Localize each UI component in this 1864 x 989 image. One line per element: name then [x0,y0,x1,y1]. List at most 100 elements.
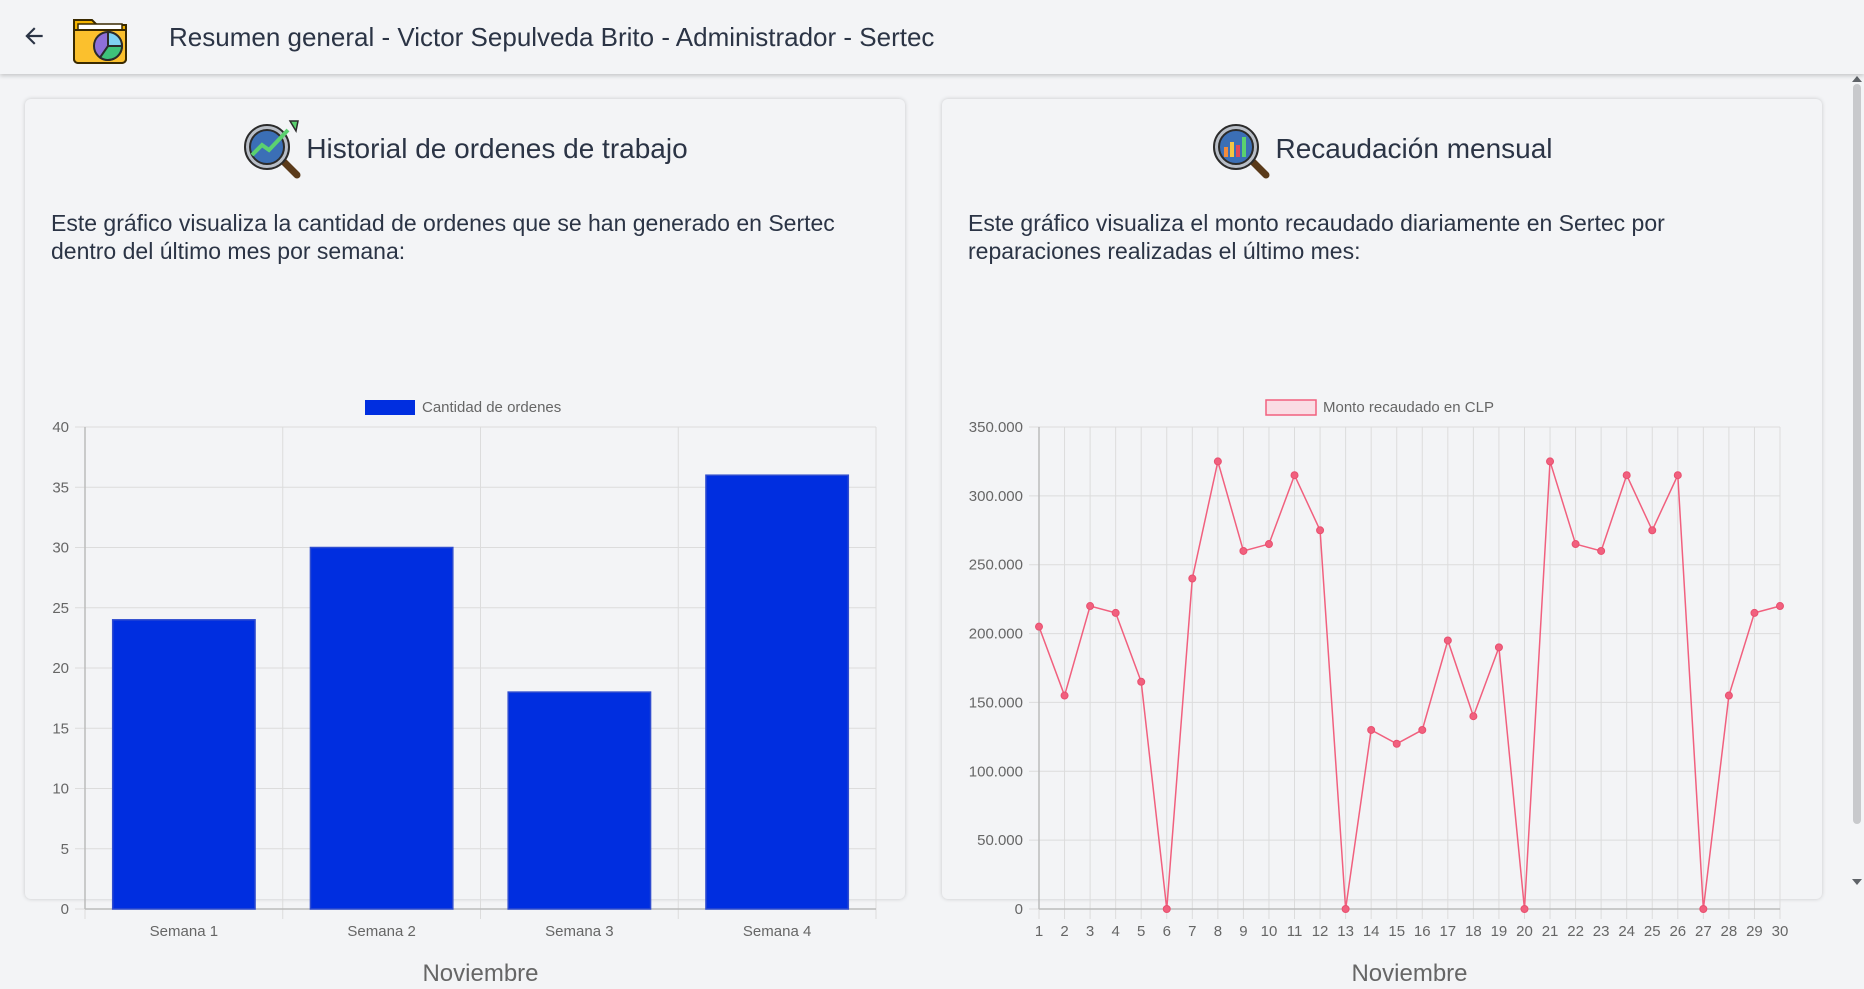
x-tick-label: 14 [1363,923,1380,940]
y-tick-label: 10 [52,781,69,798]
data-point [1469,712,1478,721]
y-tick-label: 50.000 [977,832,1023,849]
x-tick-label: 17 [1439,923,1456,940]
data-point [1239,546,1248,555]
orders-bar-chart: Cantidad de ordenes 0 5 10 15 20 25 30 35 40 Seman… [52,399,877,987]
x-tick-label: 16 [1414,923,1431,940]
monthly-revenue-card: Recaudación mensual Este gráfico visuali… [942,99,1822,987]
y-tick-label: 0 [61,901,69,918]
scrollbar-thumb[interactable] [1853,84,1861,824]
x-tick-label: 10 [1261,923,1278,940]
data-point [1673,471,1682,480]
legend-label: Cantidad de ordenes [422,399,561,416]
x-tick-label: Semana 1 [150,923,218,940]
card-title: Recaudación mensual [1275,133,1553,164]
folder-pie-chart-icon [73,19,127,64]
x-tick-label: 3 [1086,923,1094,940]
x-tick-label: Semana 4 [743,923,811,940]
x-tick-label: 1 [1035,923,1043,940]
page-title: Resumen general - Victor Sepulveda Brito… [169,22,935,52]
bar [507,691,652,910]
orders-history-card: Historial de ordenes de trabajo Este grá… [25,99,905,987]
x-tick-label: 21 [1542,923,1559,940]
y-tick-label: 5 [61,841,69,858]
card-title: Historial de ordenes de trabajo [306,133,688,164]
magnifier-trend-icon [244,120,301,179]
card-header: Historial de ordenes de trabajo [25,117,905,181]
legend-label: Monto recaudado en CLP [1323,399,1494,416]
x-tick-label: 8 [1214,923,1222,940]
data-point [1060,691,1069,700]
card-description: Este gráfico visualiza la cantidad de or… [51,210,835,264]
top-app-bar: Resumen general - Victor Sepulveda Brito… [0,0,1864,74]
bar [111,619,256,910]
data-point [1418,725,1427,734]
y-tick-label: 0 [1015,901,1023,918]
data-point [1520,905,1529,913]
data-point [1316,526,1325,535]
x-tick-label: 30 [1772,923,1789,940]
data-point [1137,677,1146,686]
x-tick-label: 24 [1618,923,1635,940]
data-point [1597,546,1606,555]
x-axis-title: Noviembre [422,960,538,987]
y-tick-label: 35 [52,479,69,496]
y-tick-label: 150.000 [969,694,1023,711]
series-line [1038,461,1781,910]
data-point [1341,905,1350,913]
data-point [1111,608,1120,617]
x-tick-label: 27 [1695,923,1712,940]
bar [705,474,850,910]
x-tick-label: 6 [1163,923,1171,940]
data-point [1571,540,1580,549]
x-tick-label: 7 [1188,923,1196,940]
data-point [1776,602,1784,611]
x-tick-label: 20 [1516,923,1533,940]
x-tick-label: 13 [1337,923,1354,940]
revenue-line-chart: Monto recaudado en CLP 0 50.000 100.000 150.… [969,399,1789,987]
card-header: Recaudación mensual [942,117,1822,181]
magnifier-bars-icon [1213,124,1270,179]
x-tick-label: Semana 2 [347,923,415,940]
y-tick-label: 200.000 [969,626,1023,643]
arrow-left-icon [25,27,43,45]
scroll-up-arrow-icon[interactable] [1852,76,1862,82]
data-point [1213,457,1222,466]
data-point [1264,540,1273,549]
data-point [1188,574,1197,583]
x-tick-label: 18 [1465,923,1482,940]
x-tick-label: 4 [1111,923,1119,940]
x-tick-label: 22 [1567,923,1584,940]
data-point [1724,691,1733,700]
y-tick-label: 15 [52,720,69,737]
x-tick-label: 19 [1491,923,1508,940]
data-point [1086,602,1095,611]
x-tick-label: 15 [1388,923,1405,940]
y-tick-label: 40 [52,419,69,436]
y-tick-label: 350.000 [969,419,1023,436]
y-tick-label: 20 [52,660,69,677]
y-tick-label: 100.000 [969,763,1023,780]
data-point [1546,457,1555,466]
back-button[interactable] [16,18,52,54]
x-tick-label: 26 [1669,923,1686,940]
data-point [1648,526,1657,535]
data-point [1035,622,1043,631]
scroll-down-arrow-icon[interactable] [1852,879,1862,885]
data-point [1392,739,1401,748]
x-tick-label: 12 [1312,923,1329,940]
y-tick-label: 25 [52,600,69,617]
y-tick-label: 250.000 [969,557,1023,574]
data-point [1162,905,1171,913]
card-description: Este gráfico visualiza el monto recaudad… [968,210,1665,264]
data-point [1367,725,1376,734]
page-scrollbar[interactable] [1850,74,1864,887]
y-tick-label: 300.000 [969,488,1023,505]
x-tick-label: 25 [1644,923,1661,940]
x-tick-label: 5 [1137,923,1145,940]
x-tick-label: Semana 3 [545,923,613,940]
data-point [1494,643,1503,652]
x-tick-label: 29 [1746,923,1763,940]
data-point [1699,905,1708,913]
y-tick-label: 30 [52,540,69,557]
